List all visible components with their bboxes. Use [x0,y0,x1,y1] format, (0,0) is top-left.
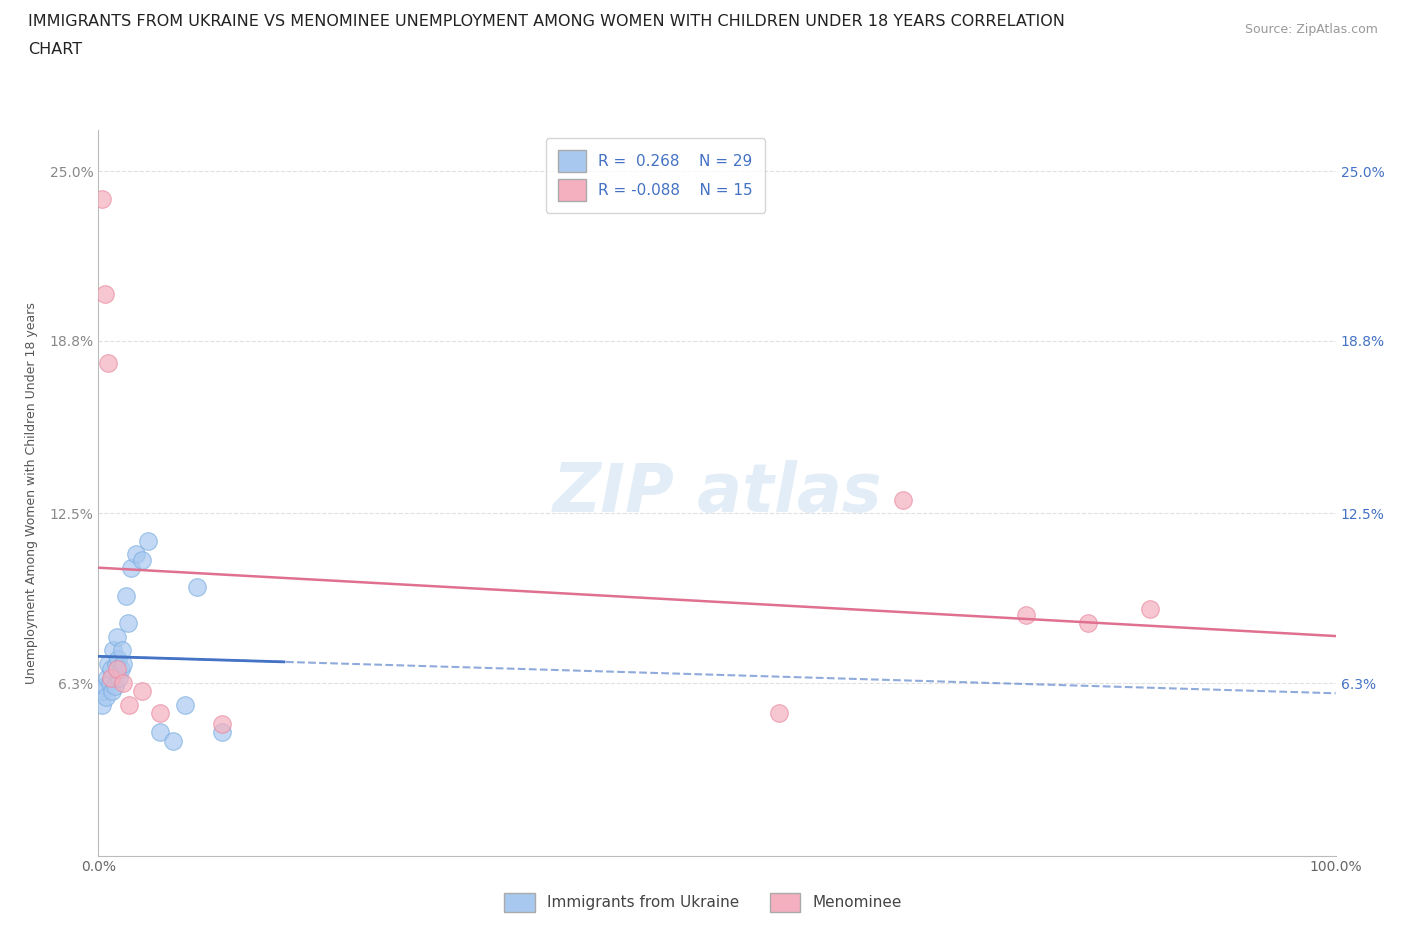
Point [114,588,136,603]
Point [94,689,117,704]
Point [93,684,115,698]
Point [186,580,208,595]
Point [105,630,128,644]
Point [104,657,127,671]
Point [107,651,129,666]
Point [91,698,114,712]
Point [162,733,184,748]
Point [103,679,125,694]
Point [120,561,142,576]
Point [174,698,197,712]
Point [97,657,120,671]
Point [93,287,115,302]
Text: CHART: CHART [28,42,82,57]
Point [112,657,135,671]
Y-axis label: Unemployment Among Women with Children Under 18 years: Unemployment Among Women with Children U… [25,302,38,684]
Point [103,643,125,658]
Point [117,616,139,631]
Point [1077,616,1099,631]
Legend: R =  0.268    N = 29, R = -0.088    N = 15: R = 0.268 N = 29, R = -0.088 N = 15 [546,138,765,213]
Point [93,679,115,694]
Point [97,355,120,370]
Point [111,643,134,658]
Point [131,684,153,698]
Point [211,717,233,732]
Point [136,534,159,549]
Point [768,706,790,721]
Point [124,547,146,562]
Point [149,725,172,740]
Point [96,671,118,685]
Point [100,671,122,685]
Legend: Immigrants from Ukraine, Menominee: Immigrants from Ukraine, Menominee [498,887,908,918]
Point [108,671,131,685]
Point [110,662,132,677]
Point [101,684,124,698]
Point [112,676,135,691]
Point [211,725,233,740]
Text: IMMIGRANTS FROM UKRAINE VS MENOMINEE UNEMPLOYMENT AMONG WOMEN WITH CHILDREN UNDE: IMMIGRANTS FROM UKRAINE VS MENOMINEE UNE… [28,14,1064,29]
Point [891,492,914,507]
Point [1015,607,1038,622]
Point [118,698,141,712]
Point [98,676,121,691]
Point [105,662,128,677]
Text: ZIP atlas: ZIP atlas [553,460,882,525]
Point [149,706,172,721]
Point [91,192,114,206]
Point [131,552,153,567]
Text: Source: ZipAtlas.com: Source: ZipAtlas.com [1244,23,1378,36]
Point [1139,602,1161,617]
Point [100,662,122,677]
